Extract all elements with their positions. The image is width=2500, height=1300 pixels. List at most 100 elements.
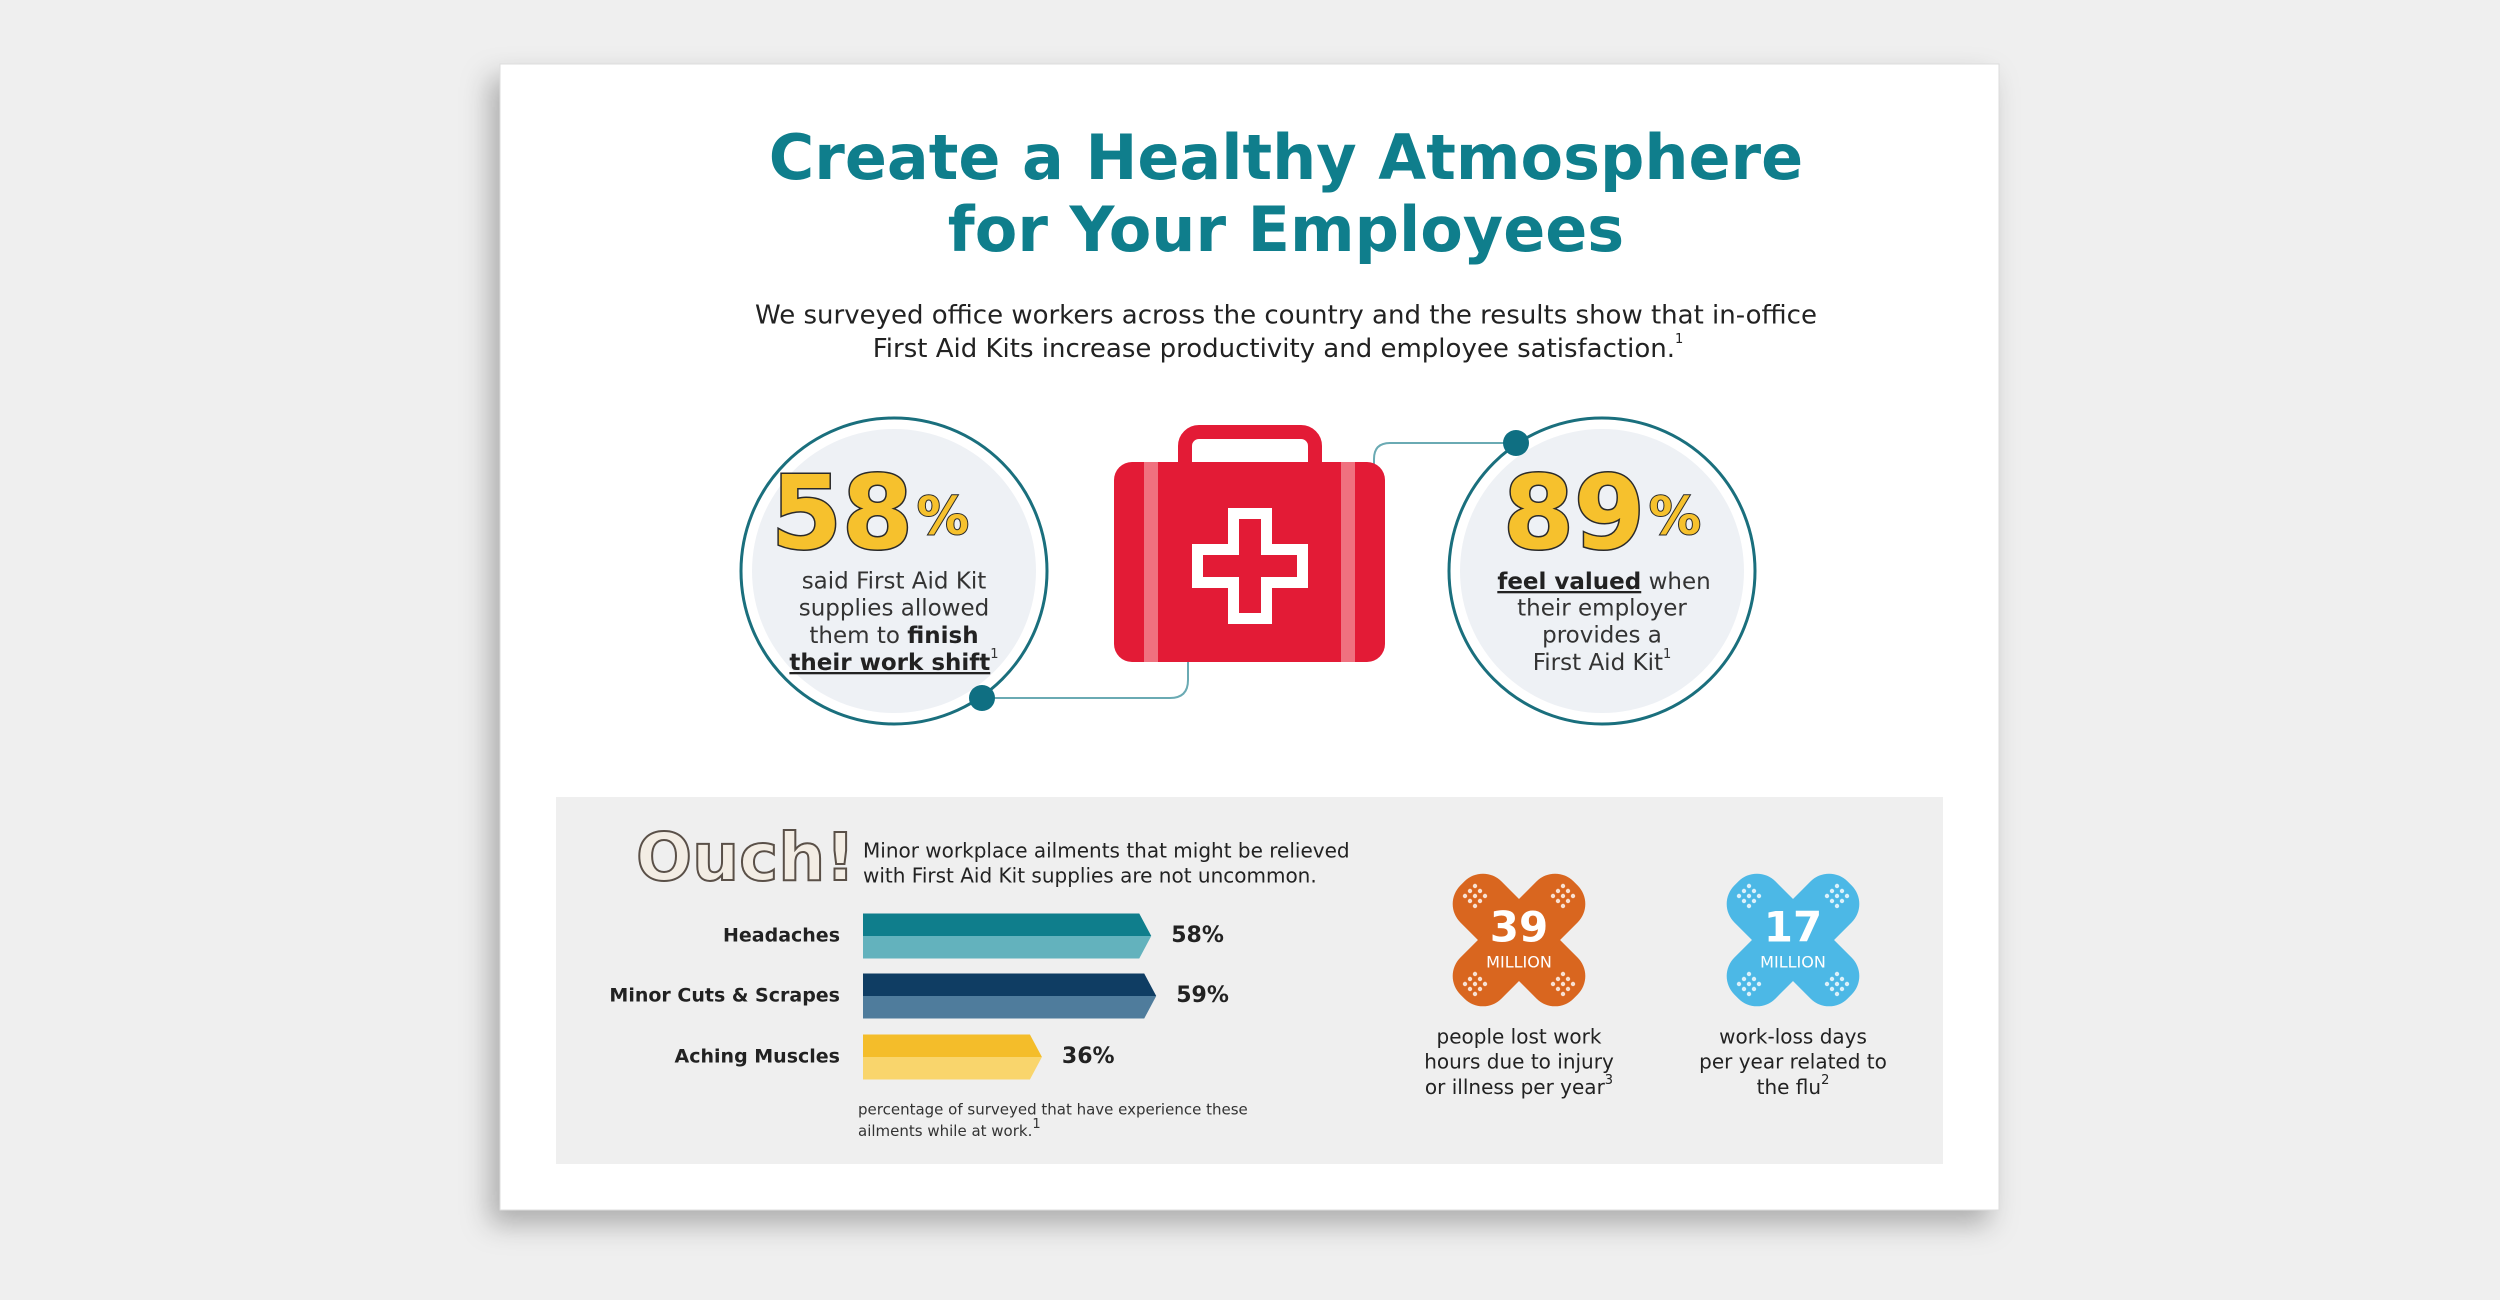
- bandage-dot: [1756, 981, 1762, 987]
- stat-emphasis: their work shift: [789, 650, 990, 676]
- bar-value: 36%: [1062, 1044, 1115, 1069]
- stat-text: provides a: [1542, 623, 1662, 649]
- bar: [863, 913, 1152, 959]
- bandage-dot: [1482, 981, 1488, 987]
- bandage-dot: [1482, 893, 1488, 899]
- fact-text: hours due to injury: [1424, 1050, 1614, 1074]
- bandage-dot: [1746, 991, 1752, 997]
- stat-text-part: them to: [809, 623, 900, 649]
- bandage-dot: [1570, 981, 1576, 987]
- bandage-dot: [1467, 888, 1473, 894]
- bandage-dot: [1736, 893, 1742, 899]
- bandage-dot: [1555, 986, 1561, 992]
- stat-text: feel valued when: [1497, 569, 1710, 595]
- bandage-dot: [1472, 971, 1478, 977]
- fact-text-part: the flu: [1757, 1075, 1821, 1099]
- bandage-dot: [1751, 888, 1757, 894]
- bandage-dot: [1560, 991, 1566, 997]
- stat-number: 89: [1503, 454, 1645, 573]
- bandage-dot: [1467, 986, 1473, 992]
- bandage-dot: [1839, 976, 1845, 982]
- bandage-dot: [1570, 893, 1576, 899]
- connector: [982, 662, 1189, 699]
- bandage-dot: [1467, 898, 1473, 904]
- bandage-dot: [1746, 981, 1752, 987]
- stat-text: said First Aid Kit: [802, 569, 987, 595]
- stat-emphasis: finish: [907, 623, 978, 649]
- stat-text: their work shift1: [789, 647, 998, 676]
- bandage-dot: [1751, 986, 1757, 992]
- stat-emphasis: feel valued: [1497, 569, 1641, 595]
- ailments-bars: Headaches 58% Minor Cuts & Scrapes 59% Achin…: [609, 913, 1229, 1080]
- footnote: 1: [990, 647, 998, 662]
- bar-label: Headaches: [723, 925, 840, 947]
- bandage-dot: [1751, 976, 1757, 982]
- stat-text: First Aid Kit1: [1533, 647, 1672, 676]
- bandage-dot: [1477, 898, 1483, 904]
- bandage-dot: [1839, 888, 1845, 894]
- bandage-dot: [1472, 903, 1478, 909]
- fact-unit: MILLION: [1760, 953, 1826, 972]
- footnote: 2: [1821, 1073, 1829, 1088]
- footnote: 1: [1675, 332, 1683, 347]
- subtitle-text: First Aid Kits increase productivity and…: [873, 334, 1675, 364]
- bandage-dot: [1472, 893, 1478, 899]
- bandage-dot: [1741, 986, 1747, 992]
- stat-unit: %: [1649, 487, 1701, 547]
- bandage-dot: [1472, 883, 1478, 889]
- bandage-dot: [1560, 893, 1566, 899]
- fact-unit: MILLION: [1486, 953, 1552, 972]
- bandage-dot: [1565, 986, 1571, 992]
- bandage-dot: [1834, 991, 1840, 997]
- bandage-dot: [1462, 893, 1468, 899]
- bandage-dot: [1824, 893, 1830, 899]
- bandage-dot: [1555, 898, 1561, 904]
- bandage-dot: [1829, 888, 1835, 894]
- ailments-description: Minor workplace ailments that might be r…: [863, 839, 1350, 863]
- fact-text: per year related to: [1699, 1050, 1887, 1074]
- note-text: ailments while at work.: [858, 1122, 1032, 1140]
- fact-text: work-loss days: [1719, 1025, 1867, 1049]
- bandage-dot: [1756, 893, 1762, 899]
- stat-text: their employer: [1517, 596, 1687, 622]
- stat-value: 89%: [1503, 454, 1701, 573]
- bandage-dot: [1741, 898, 1747, 904]
- bandage-dot: [1829, 986, 1835, 992]
- bandage-dot: [1565, 888, 1571, 894]
- bandage-dot: [1834, 893, 1840, 899]
- bandage-dot: [1834, 883, 1840, 889]
- bandage-dot: [1550, 893, 1556, 899]
- fact-text: or illness per year3: [1425, 1073, 1613, 1099]
- bandage-dot: [1477, 986, 1483, 992]
- stat-text: supplies allowed: [799, 596, 990, 622]
- subtitle-line: We surveyed office workers across the co…: [755, 301, 1817, 331]
- ouch-heading: Ouch!: [636, 819, 855, 896]
- bar-value: 58%: [1171, 923, 1224, 948]
- bandage-dot: [1746, 903, 1752, 909]
- bandage-dot: [1555, 976, 1561, 982]
- bandage-dot: [1560, 883, 1566, 889]
- stat-value: 58%: [771, 454, 969, 573]
- fact-number: 39: [1490, 903, 1548, 952]
- bandage-dot: [1839, 898, 1845, 904]
- bandage-dot: [1751, 898, 1757, 904]
- bar-label: Aching Muscles: [675, 1046, 840, 1068]
- bandage-dot: [1746, 971, 1752, 977]
- ailments-note: ailments while at work.1: [858, 1117, 1041, 1140]
- bandage-icon: [1452, 873, 1586, 1007]
- bar-label: Minor Cuts & Scrapes: [609, 985, 840, 1007]
- ailments-panel: [556, 797, 1943, 1164]
- bandage-dot: [1560, 971, 1566, 977]
- bandage-dot: [1560, 981, 1566, 987]
- title-line: Create a Healthy Atmosphere: [769, 121, 1803, 194]
- stat-text-part: First Aid Kit: [1533, 650, 1663, 676]
- connector-dot: [969, 685, 995, 711]
- bandage-dot: [1467, 976, 1473, 982]
- bandage-dot: [1839, 986, 1845, 992]
- bandage-strip: [1726, 873, 1860, 1007]
- bandage-dot: [1834, 971, 1840, 977]
- bandage-dot: [1477, 976, 1483, 982]
- bandage-dot: [1472, 981, 1478, 987]
